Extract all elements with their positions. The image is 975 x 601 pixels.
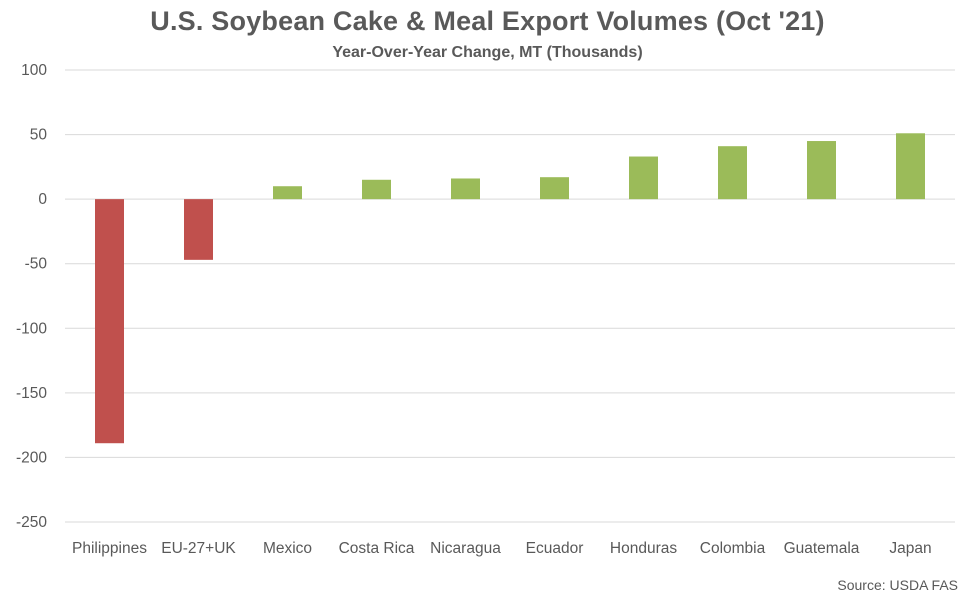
bar-eu-27-uk — [184, 199, 213, 260]
bars — [95, 133, 925, 444]
bar-japan — [896, 133, 925, 200]
source-note: Source: USDA FAS — [837, 577, 958, 593]
bar-colombia — [718, 146, 747, 200]
y-tick-label: -200 — [16, 449, 47, 466]
y-tick-label: 50 — [30, 127, 48, 144]
y-tick-label: 100 — [21, 62, 47, 79]
bar-costa-rica — [362, 179, 391, 200]
bar-mexico — [273, 186, 302, 200]
bar-ecuador — [540, 177, 569, 200]
x-tick-label: Honduras — [610, 540, 677, 557]
y-tick-label: -250 — [16, 514, 47, 531]
y-tick-label: -100 — [16, 320, 47, 337]
x-tick-label: Colombia — [700, 540, 766, 557]
x-axis-tick-labels: Philippines EU-27+UK Mexico Costa Rica Nicar… — [72, 540, 932, 557]
gridlines — [65, 69, 955, 523]
bar-philippines — [95, 199, 124, 444]
x-tick-label: EU-27+UK — [161, 540, 236, 557]
x-tick-label: Philippines — [72, 540, 147, 557]
x-tick-label: Costa Rica — [339, 540, 415, 557]
y-tick-label: -150 — [16, 385, 47, 402]
chart-subtitle: Year-Over-Year Change, MT (Thousands) — [332, 44, 643, 61]
bar-nicaragua — [451, 178, 480, 200]
bar-honduras — [629, 156, 658, 200]
y-tick-label: 0 — [38, 191, 47, 208]
bar-guatemala — [807, 141, 836, 200]
y-axis-tick-labels: 100 50 0 -50 -100 -150 -200 -250 — [16, 62, 47, 531]
x-tick-label: Japan — [889, 540, 931, 557]
y-tick-label: -50 — [25, 256, 48, 273]
x-tick-label: Guatemala — [784, 540, 860, 557]
x-tick-label: Ecuador — [526, 540, 584, 557]
x-tick-label: Nicaragua — [430, 540, 501, 557]
x-tick-label: Mexico — [263, 540, 312, 557]
chart-title: U.S. Soybean Cake & Meal Export Volumes … — [150, 6, 825, 36]
